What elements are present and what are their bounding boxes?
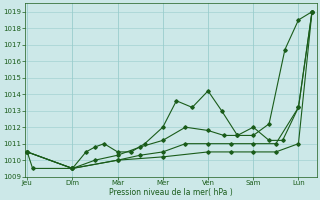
X-axis label: Pression niveau de la mer( hPa ): Pression niveau de la mer( hPa ) xyxy=(109,188,233,197)
